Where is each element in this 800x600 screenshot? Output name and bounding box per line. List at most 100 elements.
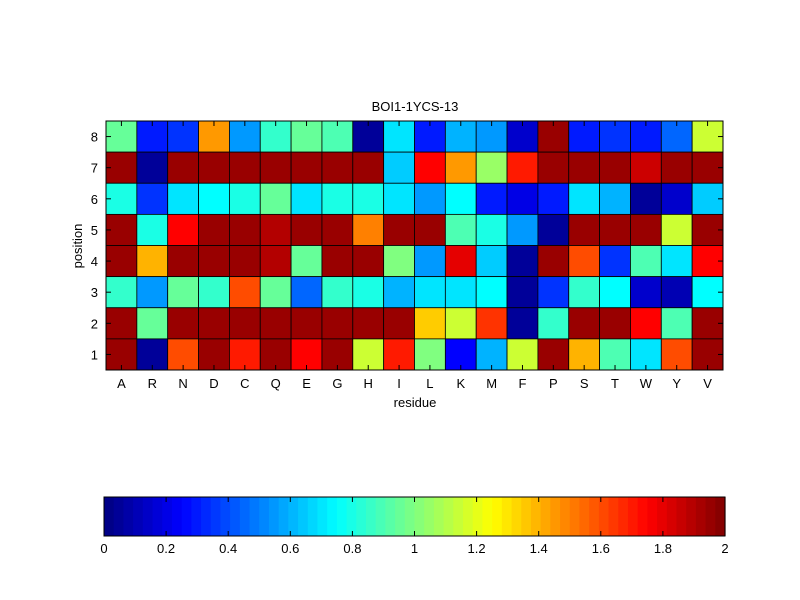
colorbar-step [472, 497, 484, 536]
colorbar-step [113, 497, 124, 536]
heatmap-cell [444, 151, 477, 184]
y-tick-label: 4 [91, 254, 98, 269]
colorbar-step [608, 497, 619, 536]
colorbar-step [268, 497, 280, 536]
heatmap-cell [290, 245, 323, 278]
heatmap-cell [259, 151, 292, 184]
colorbar-tick-label: 0.4 [219, 541, 237, 556]
colorbar-tick-labels: 0 0.2 0.4 0.6 0.8 1 1.2 1.4 1.6 1.8 2 [100, 497, 729, 556]
colorbar-tick-label: 0.8 [343, 541, 361, 556]
x-tick-label: A [117, 376, 126, 391]
colorbar-step [492, 497, 503, 536]
heatmap-cell [444, 276, 477, 309]
heatmap-cell [321, 245, 354, 278]
heatmap-cell [506, 307, 539, 340]
heatmap-cell [506, 338, 539, 371]
y-tick-labels: 8 7 6 5 4 3 2 1 [91, 130, 723, 362]
heatmap-cell [352, 245, 385, 278]
heatmap-cell [321, 276, 354, 309]
colorbar-step [191, 497, 202, 536]
colorbar-tick-label: 0.2 [157, 541, 175, 556]
colorbar-step [414, 497, 425, 536]
heatmap-cell [475, 213, 508, 246]
heatmap-cell [475, 276, 508, 309]
colorbar-step [395, 497, 406, 536]
heatmap-cell [691, 151, 724, 184]
heatmap-cell [414, 151, 446, 184]
y-tick-label: 7 [91, 161, 98, 176]
heatmap-cell [537, 245, 570, 278]
heatmap-cell [537, 276, 570, 309]
heatmap-cell [414, 182, 446, 215]
plot-frame [105, 120, 724, 371]
heatmap-cell [660, 338, 693, 371]
heatmap-cell [475, 245, 508, 278]
heatmap-cell [537, 213, 570, 246]
x-tick-label: C [240, 376, 249, 391]
colorbar-step [666, 497, 678, 536]
colorbar-step [336, 497, 348, 536]
colorbar-step [715, 497, 726, 536]
heatmap-cell [568, 182, 601, 215]
heatmap-cell [105, 307, 138, 340]
heatmap-cell [198, 276, 230, 309]
heatmap-cell [259, 276, 292, 309]
y-tick-label: 8 [91, 130, 98, 145]
colorbar-step [239, 497, 251, 536]
heatmap-cell [290, 151, 323, 184]
heatmap-cell [167, 245, 199, 278]
heatmap-cell [383, 338, 415, 371]
colorbar-step [230, 497, 241, 536]
heatmap-cell [630, 213, 662, 246]
heatmap-cell [475, 307, 508, 340]
heatmap-cell [599, 338, 631, 371]
heatmap-cell [537, 307, 570, 340]
colorbar-step [375, 497, 386, 536]
heatmap-cell [660, 245, 693, 278]
colorbar-tick-label: 1.8 [654, 541, 672, 556]
colorbar-step [540, 497, 551, 536]
colorbar-step [550, 497, 561, 536]
colorbar-step [327, 497, 338, 536]
heatmap-cell [383, 276, 415, 309]
heatmap-cell [475, 182, 508, 215]
heatmap-cell [321, 307, 354, 340]
colorbar-step [530, 497, 542, 536]
colorbar-step [162, 497, 173, 536]
colorbar [104, 497, 726, 536]
colorbar-tick-label: 1.2 [468, 541, 486, 556]
x-axis-label: residue [394, 395, 437, 410]
colorbar-step [365, 497, 377, 536]
heatmap-cell [383, 120, 415, 153]
heatmap-cell [136, 151, 169, 184]
heatmap-cell [290, 213, 323, 246]
x-tick-label: Y [672, 376, 681, 391]
colorbar-step [142, 497, 154, 536]
heatmap-cell [136, 245, 169, 278]
heatmap-cells [105, 120, 724, 371]
y-tick-label: 5 [91, 223, 98, 238]
heatmap-cell [167, 213, 199, 246]
colorbar-step [482, 497, 493, 536]
heatmap-cell [599, 245, 631, 278]
heatmap-cell [321, 338, 354, 371]
heatmap-cell [259, 182, 292, 215]
heatmap-cell [599, 120, 631, 153]
colorbar-step [171, 497, 183, 536]
heatmap-cell [414, 307, 446, 340]
heatmap-cell [630, 182, 662, 215]
heatmap-cell [568, 338, 601, 371]
heatmap-cell [660, 182, 693, 215]
heatmap-cell [259, 245, 292, 278]
x-tick-label: T [611, 376, 619, 391]
heatmap-cell [414, 276, 446, 309]
colorbar-step [404, 497, 416, 536]
heatmap-cell [228, 182, 261, 215]
x-tick-label: L [426, 376, 433, 391]
heatmap-cell [630, 120, 662, 153]
heatmap-cell [568, 213, 601, 246]
chart-title: BOI1-1YCS-13 [372, 99, 459, 114]
heatmap-cell [228, 213, 261, 246]
heatmap-cell [105, 276, 138, 309]
